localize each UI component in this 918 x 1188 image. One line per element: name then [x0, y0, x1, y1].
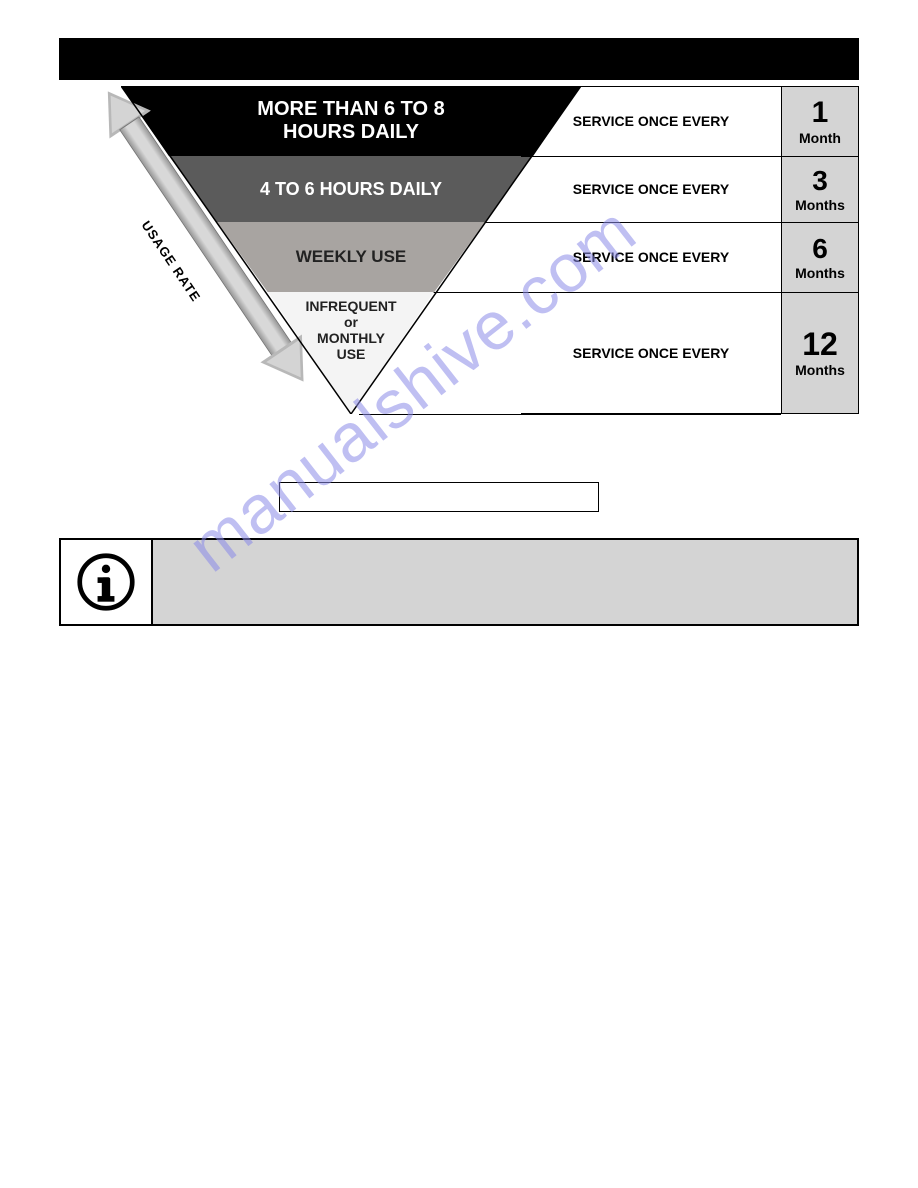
service-cell: SERVICE ONCE EVERY [521, 156, 781, 222]
figure-caption-box [279, 482, 599, 512]
interval-unit: Months [782, 265, 858, 281]
interval-cell: 12 Months [781, 292, 859, 414]
funnel-row: MORE THAN 6 TO 8HOURS DAILY [121, 86, 581, 156]
service-cell: SERVICE ONCE EVERY [521, 222, 781, 292]
funnel-row: WEEKLY USE [217, 222, 485, 292]
interval-cell: 3 Months [781, 156, 859, 222]
funnel-row: 4 TO 6 HOURS DAILY [169, 156, 533, 222]
service-cell: SERVICE ONCE EVERY [521, 292, 781, 414]
info-callout-bar [59, 538, 859, 626]
row-divider [359, 414, 781, 415]
interval-unit: Months [782, 197, 858, 213]
interval-number: 12 [782, 328, 858, 360]
service-interval-chart: MORE THAN 6 TO 8HOURS DAILY 4 TO 6 HOURS… [59, 86, 859, 486]
page-root: MORE THAN 6 TO 8HOURS DAILY 4 TO 6 HOURS… [59, 38, 859, 486]
funnel-label: MORE THAN 6 TO 8HOURS DAILY [121, 86, 581, 156]
interval-number: 1 [782, 98, 858, 128]
interval-cell: 1 Month [781, 86, 859, 156]
interval-number: 6 [782, 235, 858, 263]
info-icon [76, 552, 136, 612]
interval-unit: Months [782, 362, 858, 378]
interval-cell: 6 Months [781, 222, 859, 292]
interval-unit: Month [782, 130, 858, 146]
interval-column: 1 Month 3 Months 6 Months 12 Months [781, 86, 859, 414]
funnel-label: INFREQUENTorMONTHLYUSE [268, 292, 434, 414]
info-icon-cell [61, 540, 153, 624]
interval-number: 3 [782, 167, 858, 195]
funnel-row: INFREQUENTorMONTHLYUSE [268, 292, 434, 414]
funnel-label: 4 TO 6 HOURS DAILY [169, 156, 533, 222]
usage-funnel: MORE THAN 6 TO 8HOURS DAILY 4 TO 6 HOURS… [121, 86, 581, 414]
funnel-label: WEEKLY USE [217, 222, 485, 292]
title-black-bar [59, 38, 859, 80]
info-body [153, 540, 857, 624]
